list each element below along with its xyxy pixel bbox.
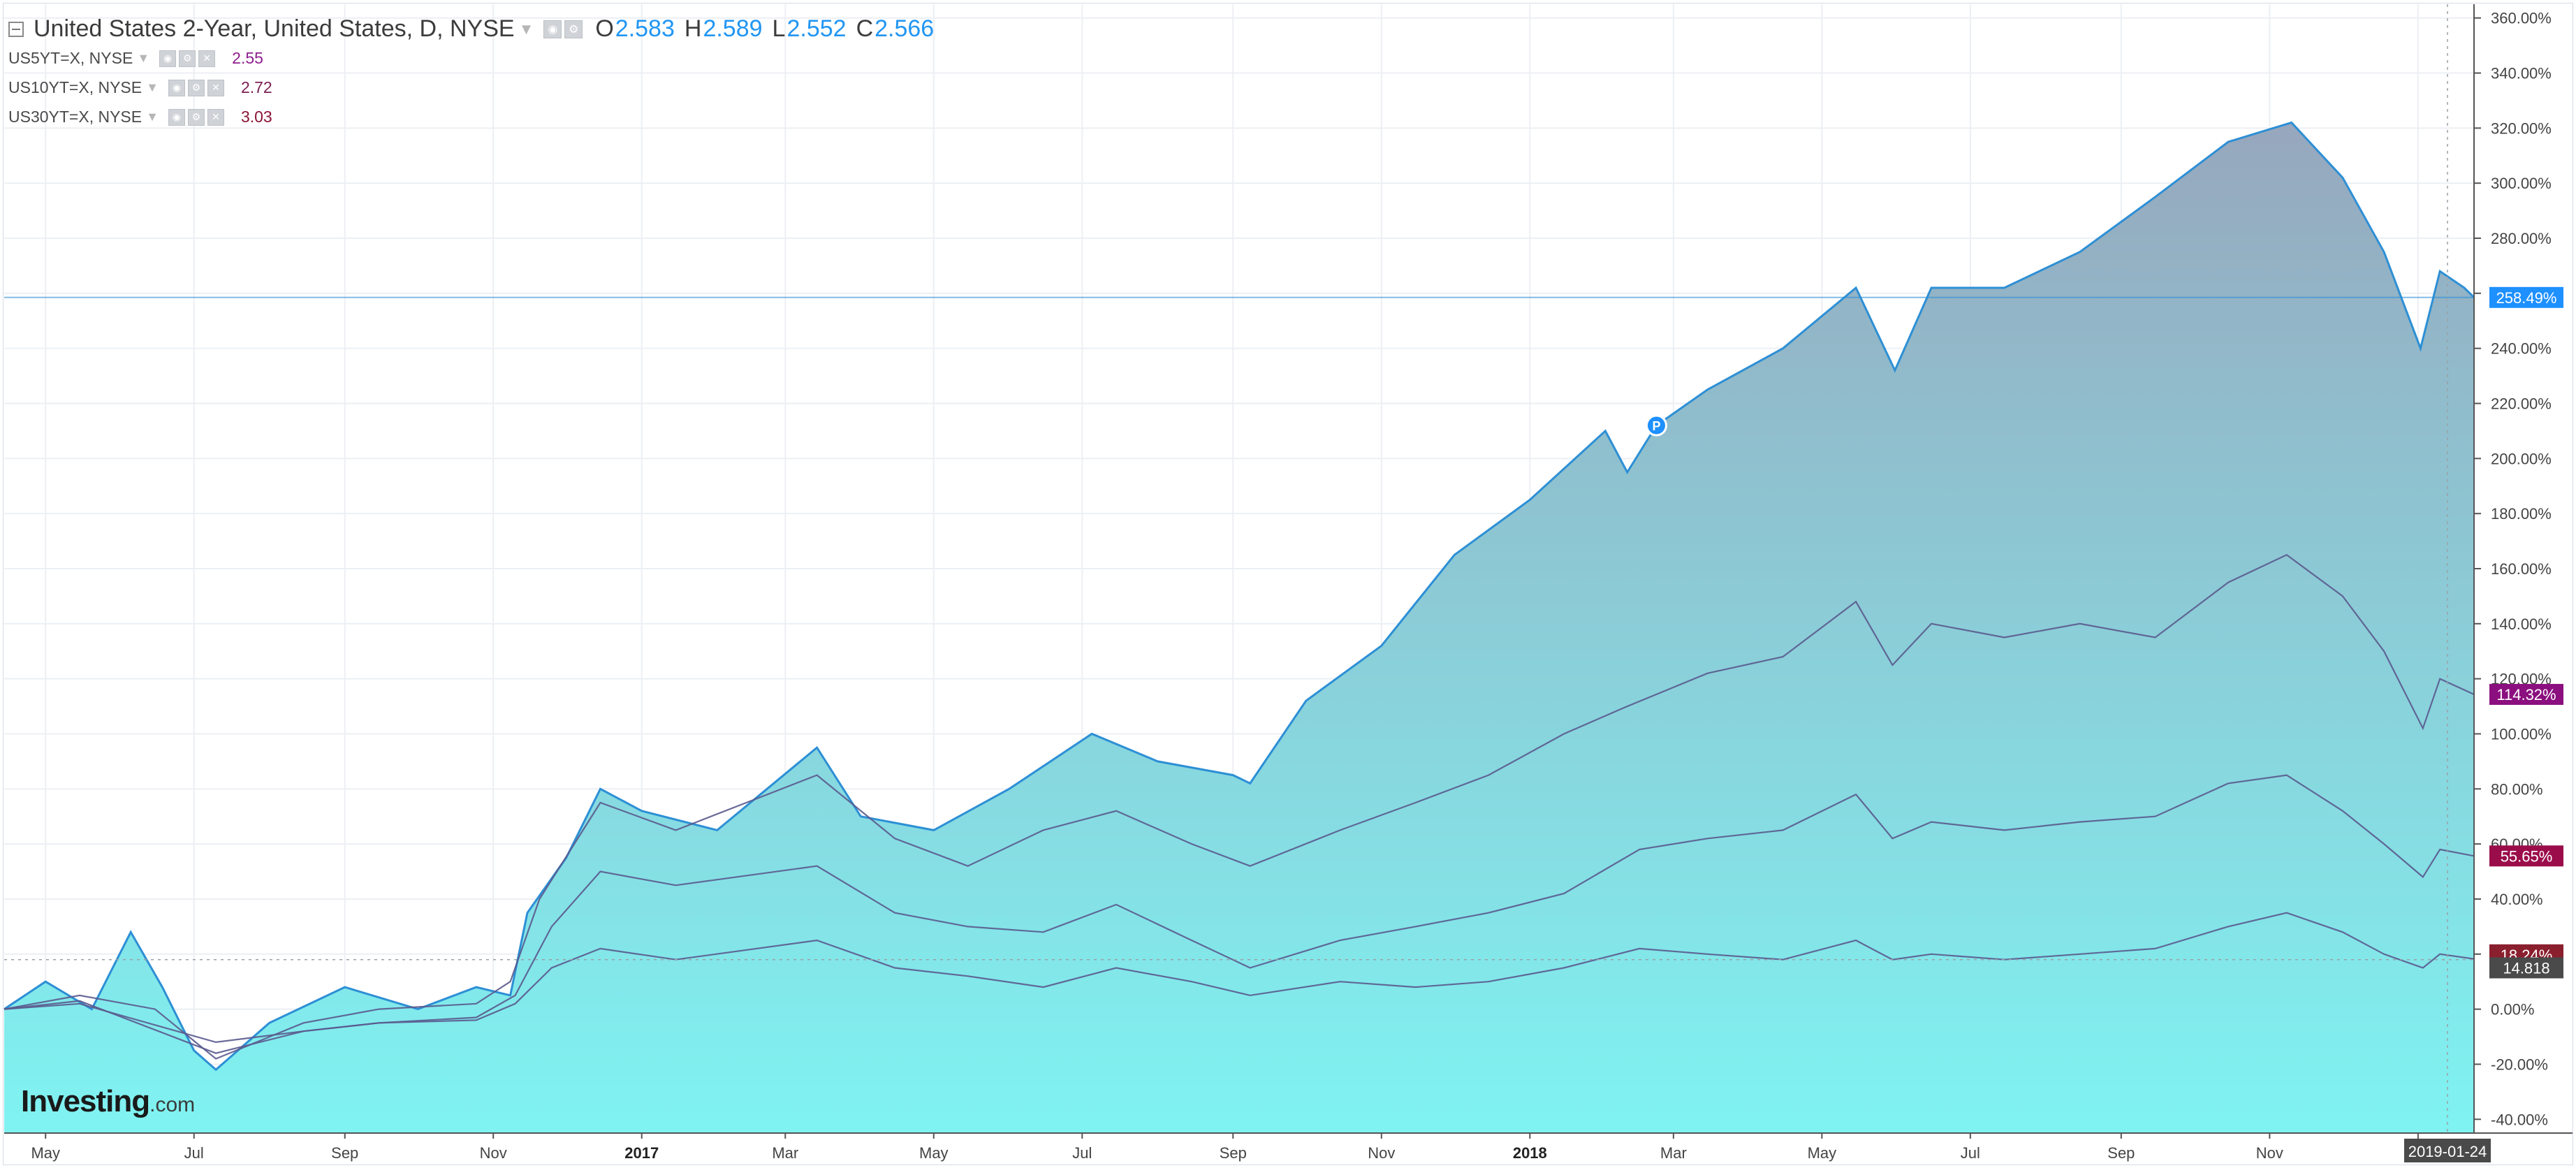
main-symbol-title[interactable]: United States 2-Year, United States, D, … (34, 15, 515, 42)
main-series-line (3, 121, 2475, 1072)
x-tick-label: Sep (331, 1144, 358, 1162)
legend-row-us30y: US30YT=X, NYSE ▼ ◉ ⚙ ✕ 3.03 (8, 108, 272, 126)
legend-row-us10y: US10YT=X, NYSE ▼ ◉ ⚙ ✕ 2.72 (8, 78, 272, 97)
x-tick-label: 2018 (1513, 1144, 1547, 1162)
logo-text: Investing (21, 1084, 150, 1118)
x-tick-label: Sep (2107, 1144, 2135, 1162)
x-tick-label: Sep (1220, 1144, 1247, 1162)
eye-icon[interactable]: ◉ (168, 79, 185, 96)
us30y-value: 3.03 (240, 108, 272, 126)
x-tick-label: Jul (1961, 1144, 1980, 1162)
y-tick-label: 200.00% (2491, 450, 2552, 467)
x-tick-label: Jul (184, 1144, 204, 1162)
close-x-icon[interactable]: ✕ (207, 79, 224, 96)
logo-suffix: .com (149, 1093, 196, 1116)
y-tick-label: 160.00% (2491, 560, 2552, 578)
price-tag-main-bg (2489, 286, 2563, 308)
us10y-value: 2.72 (240, 78, 272, 96)
gear-icon[interactable]: ⚙ (187, 108, 205, 126)
y-tick-label: 80.00% (2491, 780, 2543, 798)
x-tick-label: 2017 (624, 1144, 659, 1162)
annotation-label: P (1652, 419, 1660, 433)
x-tick-label: May (31, 1144, 60, 1162)
open-value: 2.583 (615, 15, 675, 42)
y-tick-label: 220.00% (2491, 395, 2552, 413)
low-value: 2.552 (786, 15, 847, 42)
dropdown-caret-icon[interactable]: ▼ (137, 51, 150, 65)
close-value: 2.566 (874, 15, 935, 42)
axes: 360.00%340.00%320.00%300.00%280.00%260.0… (4, 4, 2573, 1162)
price-tag-main: 258.49% (2496, 289, 2557, 307)
high-value: 2.589 (703, 15, 763, 42)
main-area (4, 122, 2474, 1133)
y-tick-label: 140.00% (2491, 615, 2552, 633)
price-tag-current: 14.818 (2503, 960, 2549, 977)
y-tick-label: -20.00% (2491, 1056, 2548, 1073)
y-tick-label: 300.00% (2491, 175, 2552, 192)
x-tick-label: Mar (772, 1144, 798, 1162)
dropdown-caret-icon[interactable]: ▼ (146, 110, 159, 124)
us5y-symbol[interactable]: US5YT=X, NYSE (8, 49, 133, 67)
annotation-marker-icon (1645, 414, 1667, 437)
y-tick-label: 360.00% (2491, 10, 2552, 27)
low-label: L (772, 15, 786, 42)
y-tick-label: 320.00% (2491, 119, 2552, 137)
y-tick-label: 280.00% (2491, 230, 2552, 247)
x-tick-label: May (919, 1144, 949, 1162)
high-label: H (684, 15, 702, 42)
us10y-series-line (3, 774, 2475, 1054)
y-tick-label: 240.00% (2491, 340, 2552, 358)
price-tags: P258.49%114.32%55.65%18.24%14.8182019-01… (1645, 286, 2563, 1162)
price-tag-us10y-bg (2489, 845, 2563, 867)
crosshair-date-label: 2019-01-24 (2408, 1143, 2487, 1160)
y-tick-label: 0.00% (2491, 1001, 2534, 1019)
close-x-icon[interactable]: ✕ (198, 50, 216, 67)
open-label: O (595, 15, 614, 42)
y-tick-label: 340.00% (2491, 65, 2552, 82)
price-tag-us5y: 114.32% (2496, 686, 2556, 703)
x-tick-label: Nov (480, 1144, 507, 1162)
x-tick-label: Nov (2256, 1144, 2283, 1162)
collapse-square-icon[interactable] (8, 21, 24, 37)
price-tag-current-bg (2489, 957, 2563, 979)
y-tick-label: 40.00% (2491, 891, 2543, 908)
gear-icon[interactable]: ⚙ (564, 20, 583, 38)
x-tick-label: Jul (1072, 1144, 1092, 1162)
close-x-icon[interactable]: ✕ (207, 108, 224, 126)
legend-row-us5y: US5YT=X, NYSE ▼ ◉ ⚙ ✕ 2.55 (8, 49, 263, 68)
area-fill (4, 122, 2474, 1133)
x-tick-label: May (1808, 1144, 1837, 1162)
price-tag-us10y: 55.65% (2501, 847, 2553, 865)
us30y-symbol[interactable]: US30YT=X, NYSE (8, 108, 142, 126)
us10y-symbol[interactable]: US10YT=X, NYSE (8, 78, 142, 96)
us30y-series-line (3, 912, 2475, 1044)
price-tag-us5y-bg (2489, 684, 2563, 706)
y-tick-label: 180.00% (2491, 505, 2552, 523)
dropdown-caret-icon[interactable]: ▼ (146, 80, 159, 94)
x-tick-label: Mar (1660, 1144, 1687, 1162)
us5y-series-line (3, 554, 2475, 1060)
close-label: C (856, 15, 874, 42)
y-tick-label: 100.00% (2491, 725, 2552, 743)
us5y-value: 2.55 (232, 49, 263, 67)
eye-icon[interactable]: ◉ (168, 108, 185, 126)
dropdown-caret-icon[interactable]: ▼ (518, 20, 534, 38)
date-tag-bg (2404, 1139, 2491, 1162)
series-lines (3, 4, 2475, 1133)
chart-frame (3, 3, 2573, 1165)
eye-icon[interactable]: ◉ (159, 50, 177, 67)
gear-icon[interactable]: ⚙ (187, 79, 205, 96)
y-tick-label: -40.00% (2491, 1111, 2548, 1128)
gear-icon[interactable]: ⚙ (179, 50, 196, 67)
x-tick-label: Nov (1368, 1144, 1395, 1162)
investing-logo: Investing.com (21, 1084, 195, 1119)
legend-main-row: United States 2-Year, United States, D, … (8, 15, 934, 43)
eye-icon[interactable]: ◉ (543, 20, 562, 38)
